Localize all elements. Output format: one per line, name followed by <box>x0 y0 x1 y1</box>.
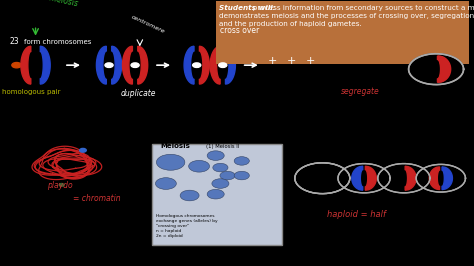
Circle shape <box>234 157 249 165</box>
Text: duplicate: duplicate <box>121 89 156 98</box>
Text: haploid = half: haploid = half <box>327 210 386 219</box>
Polygon shape <box>295 163 350 194</box>
Polygon shape <box>112 46 122 84</box>
Text: playdo: playdo <box>47 181 73 190</box>
Circle shape <box>192 63 201 68</box>
Circle shape <box>207 189 224 199</box>
Bar <box>216 1 469 64</box>
Polygon shape <box>442 167 452 190</box>
Text: segregate: segregate <box>341 88 380 97</box>
Polygon shape <box>438 56 451 82</box>
Polygon shape <box>429 167 439 190</box>
Text: +: + <box>306 56 315 66</box>
Polygon shape <box>210 46 220 84</box>
Circle shape <box>12 63 21 68</box>
Circle shape <box>219 63 227 68</box>
Circle shape <box>189 160 210 172</box>
Text: process information from secondary sources to construct a model that
demonstrate: process information from secondary sourc… <box>219 5 474 27</box>
Text: cross over: cross over <box>220 26 260 35</box>
Text: Homologous chromosomes
exchange genes (alleles) by
"crossing over"
n = haploid
2: Homologous chromosomes exchange genes (a… <box>156 214 218 238</box>
Text: +: + <box>268 56 277 66</box>
Circle shape <box>105 63 113 68</box>
Text: = chromatin: = chromatin <box>73 194 121 203</box>
Text: +: + <box>287 56 296 66</box>
Polygon shape <box>438 56 450 82</box>
Polygon shape <box>338 164 390 193</box>
Text: Students will:: Students will: <box>219 5 276 11</box>
Bar <box>152 144 282 245</box>
Polygon shape <box>122 46 132 84</box>
Circle shape <box>156 154 185 170</box>
Text: homologous pair: homologous pair <box>2 89 61 95</box>
Polygon shape <box>365 166 376 190</box>
Circle shape <box>131 63 139 68</box>
Polygon shape <box>405 166 416 190</box>
Polygon shape <box>184 46 194 84</box>
Circle shape <box>180 190 199 201</box>
Polygon shape <box>352 166 363 190</box>
Text: form chromosomes: form chromosomes <box>24 39 91 45</box>
Circle shape <box>155 178 176 189</box>
Text: Meiosis: Meiosis <box>160 143 190 149</box>
Polygon shape <box>138 46 148 84</box>
Circle shape <box>207 151 224 160</box>
Circle shape <box>234 171 249 180</box>
Polygon shape <box>200 46 210 84</box>
Polygon shape <box>416 164 465 192</box>
Circle shape <box>220 171 235 180</box>
Polygon shape <box>96 46 106 84</box>
Polygon shape <box>409 54 464 85</box>
Polygon shape <box>226 46 236 84</box>
Circle shape <box>212 179 229 188</box>
Polygon shape <box>21 46 31 84</box>
Text: mitosis or meiosis: mitosis or meiosis <box>9 0 79 9</box>
Text: centromere: centromere <box>130 14 166 34</box>
Polygon shape <box>40 46 50 84</box>
Circle shape <box>80 148 86 152</box>
Circle shape <box>213 163 228 172</box>
Circle shape <box>59 184 64 186</box>
Polygon shape <box>378 164 430 193</box>
Text: 23: 23 <box>9 37 19 46</box>
Text: (1) Meiosis II: (1) Meiosis II <box>206 144 239 149</box>
